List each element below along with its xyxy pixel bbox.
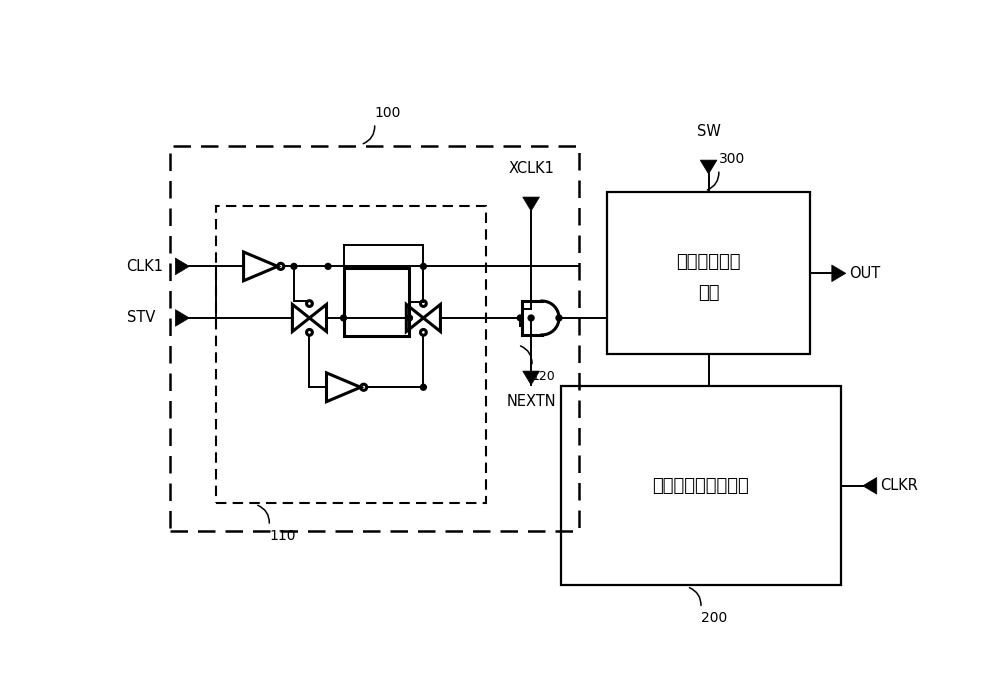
Circle shape [291,264,297,269]
Polygon shape [863,477,877,494]
Bar [344,268,409,336]
Polygon shape [832,265,846,282]
Text: 模块: 模块 [698,284,719,301]
Circle shape [420,264,426,269]
Text: CLK1: CLK1 [127,259,164,274]
Circle shape [556,315,562,321]
Polygon shape [175,258,189,275]
Circle shape [341,315,346,321]
Text: 110: 110 [269,529,296,543]
Bar [561,387,841,585]
Polygon shape [523,371,539,385]
Circle shape [420,384,426,390]
Text: 100: 100 [375,106,401,120]
Polygon shape [523,197,539,211]
Bar [170,146,579,531]
Circle shape [325,264,331,269]
Circle shape [528,315,534,321]
Text: 300: 300 [719,152,745,166]
Bar [216,206,486,503]
Text: 第一显示切换: 第一显示切换 [676,253,741,271]
Bar [607,192,810,354]
Circle shape [517,315,523,321]
Text: CLKR: CLKR [880,478,918,493]
Text: 120: 120 [532,370,556,382]
Text: OUT: OUT [849,266,880,281]
Text: XCLK1: XCLK1 [508,161,554,175]
Polygon shape [175,310,189,326]
Text: NEXTN: NEXTN [506,394,556,409]
Text: STV: STV [127,310,155,326]
Polygon shape [700,160,717,174]
Text: SW: SW [697,124,721,138]
Text: 200: 200 [701,612,727,626]
Text: 第二锁存及控制模块: 第二锁存及控制模块 [652,477,749,495]
Circle shape [406,315,412,321]
